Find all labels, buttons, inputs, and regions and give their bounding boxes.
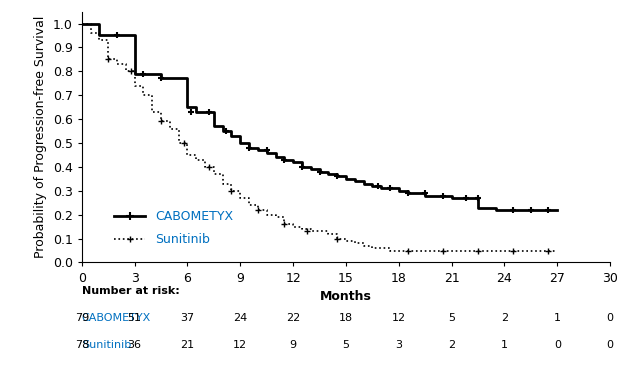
Text: 79: 79 [75, 313, 89, 323]
Text: 1: 1 [501, 340, 508, 350]
Text: 51: 51 [128, 313, 142, 323]
Text: 0: 0 [606, 313, 614, 323]
Text: 21: 21 [181, 340, 194, 350]
Text: 0: 0 [554, 340, 561, 350]
Text: Sunitinib: Sunitinib [82, 340, 131, 350]
Text: 78: 78 [75, 340, 89, 350]
Text: 22: 22 [286, 313, 300, 323]
Text: 3: 3 [395, 340, 403, 350]
Text: 5: 5 [448, 313, 455, 323]
Text: 5: 5 [342, 340, 350, 350]
Text: 9: 9 [289, 340, 297, 350]
Text: Number at risk:: Number at risk: [82, 286, 179, 296]
Text: 12: 12 [233, 340, 247, 350]
Text: 1: 1 [554, 313, 561, 323]
Text: 37: 37 [181, 313, 194, 323]
X-axis label: Months: Months [320, 290, 372, 303]
Text: 2: 2 [501, 313, 508, 323]
Legend: CABOMETYX, Sunitinib: CABOMETYX, Sunitinib [109, 205, 238, 251]
Text: 0: 0 [606, 340, 614, 350]
Text: 18: 18 [339, 313, 353, 323]
Text: 2: 2 [448, 340, 455, 350]
Text: 36: 36 [128, 340, 142, 350]
Text: 24: 24 [233, 313, 247, 323]
Text: 12: 12 [392, 313, 406, 323]
Text: CABOMETYX: CABOMETYX [82, 313, 151, 323]
Y-axis label: Probability of Progression-free Survival: Probability of Progression-free Survival [34, 16, 47, 258]
